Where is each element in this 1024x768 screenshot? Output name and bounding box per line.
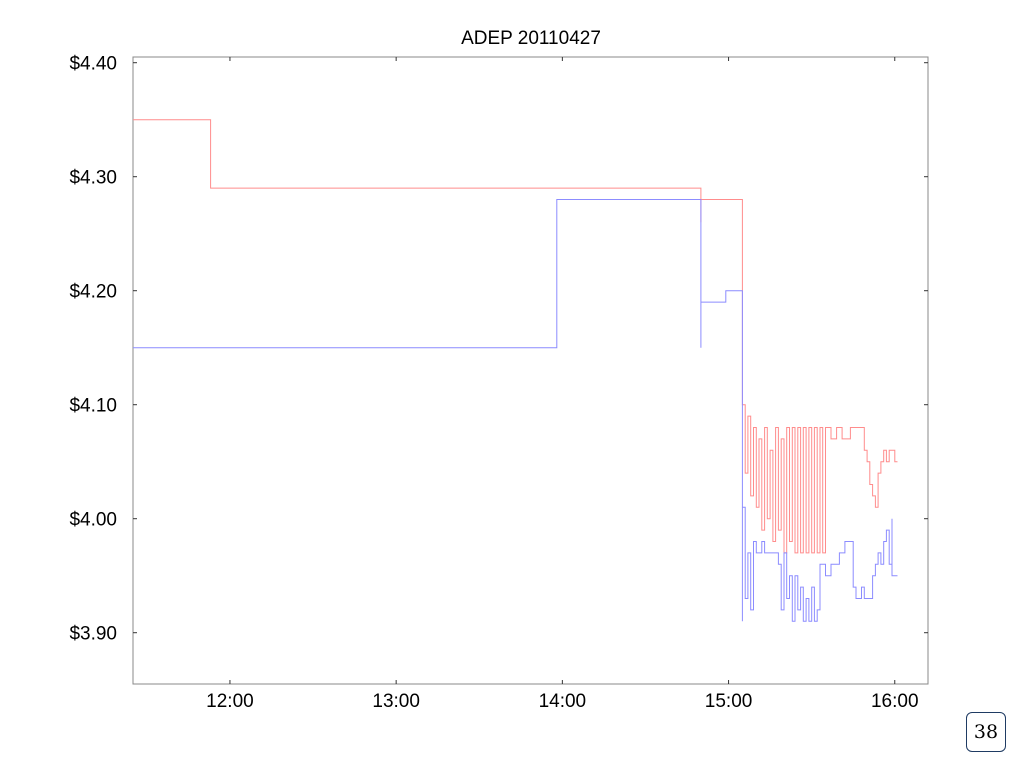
y-tick-label: $3.90 (69, 624, 117, 645)
y-tick-label: $4.30 (69, 168, 117, 189)
x-tick-label: 16:00 (871, 691, 919, 712)
chart-title: ADEP 20110427 (461, 28, 601, 49)
x-tick-label: 13:00 (372, 691, 420, 712)
page-number-badge: 38 (966, 712, 1006, 752)
series-group (133, 119, 898, 622)
x-axis: 12:00 13:00 14:00 15:00 16:00 (206, 57, 919, 712)
page-number: 38 (973, 721, 999, 743)
series-line-1 (133, 119, 898, 554)
y-tick-label: $4.00 (69, 510, 117, 531)
x-tick-label: 12:00 (206, 691, 254, 712)
x-tick-label: 14:00 (539, 691, 587, 712)
plot-frame (132, 56, 929, 685)
y-tick-label: $4.10 (69, 396, 117, 417)
y-axis: $4.40 $4.30 $4.20 $4.10 $4.00 $3.90 (69, 54, 928, 645)
y-tick-label: $4.40 (69, 54, 117, 75)
y-tick-label: $4.20 (69, 282, 117, 303)
series-line-2 (133, 199, 898, 622)
x-tick-label: 15:00 (705, 691, 753, 712)
